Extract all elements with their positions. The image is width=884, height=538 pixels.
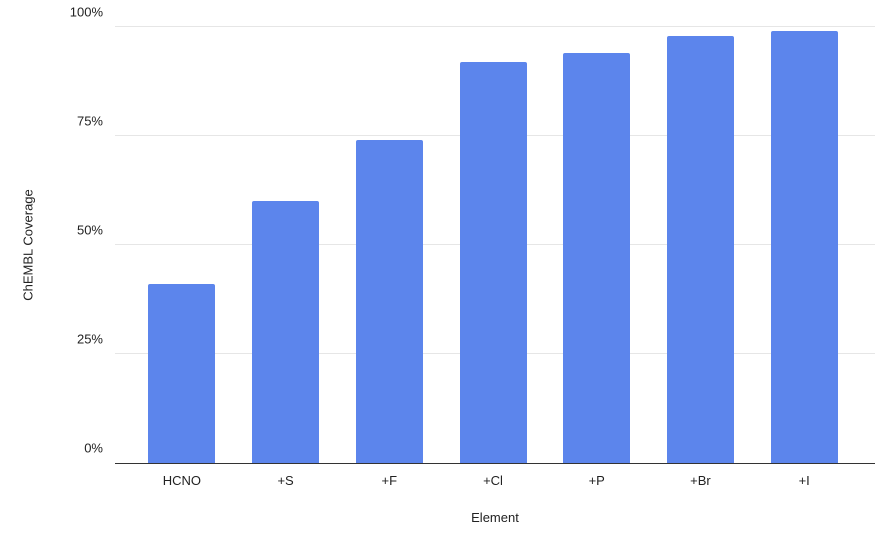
x-axis-tick-labels: HCNO +S +F +Cl +P +Br +I <box>115 464 875 488</box>
x-tick-label: +S <box>277 473 294 488</box>
x-tick-label: +F <box>381 473 398 488</box>
y-tick-label: 100% <box>69 4 103 20</box>
x-tick-label: +P <box>588 473 605 488</box>
bars-row <box>115 27 875 463</box>
bar-slot <box>545 27 649 463</box>
bar-slot <box>130 27 234 463</box>
bar-slot <box>752 27 856 463</box>
plot-area <box>115 26 875 464</box>
bar-plus-s <box>252 201 320 463</box>
x-tick-label: +Cl <box>483 473 503 488</box>
x-tick-label: +Br <box>690 473 711 488</box>
bar-plus-i <box>770 31 838 463</box>
x-tick-label: +I <box>798 473 810 488</box>
bar-slot <box>337 27 441 463</box>
bar-plus-f <box>355 140 423 463</box>
bar-slot <box>234 27 338 463</box>
y-tick-label: 0% <box>84 440 103 456</box>
y-tick-label: 25% <box>76 331 103 347</box>
x-tick-label: HCNO <box>162 473 201 488</box>
y-tick-label: 75% <box>76 113 103 129</box>
x-axis-title: Element <box>471 510 519 525</box>
y-tick-label: 50% <box>76 222 103 238</box>
bar-plus-br <box>666 35 734 463</box>
bar-hcno <box>148 284 216 463</box>
bar-plus-cl <box>459 61 527 463</box>
bar-slot <box>441 27 545 463</box>
y-axis-tick-labels: 0% 25% 50% 75% 100% <box>0 5 103 463</box>
bar-plus-p <box>563 53 631 463</box>
bar-slot <box>649 27 753 463</box>
gridline <box>115 26 875 27</box>
